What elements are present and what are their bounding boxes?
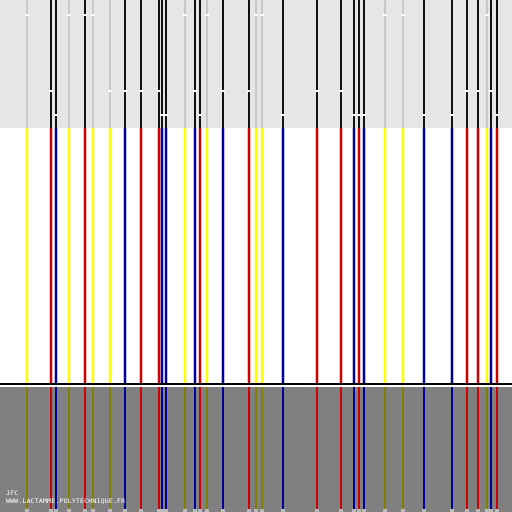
stripe-marker-24 — [352, 114, 356, 116]
stripe-marker-35 — [495, 114, 499, 116]
stripe-marker-17 — [221, 90, 225, 92]
stripe-marker-29 — [422, 114, 426, 116]
stripe-marker-19 — [254, 14, 258, 16]
stripe-foot-3 — [54, 509, 58, 512]
stripe-marker-18 — [247, 90, 251, 92]
stripe-foot-8 — [123, 509, 127, 512]
stripe-marker-31 — [465, 90, 469, 92]
stripe-marker-21 — [281, 114, 285, 116]
stripe-foot-16 — [205, 509, 209, 512]
stripe-marker-3 — [54, 114, 58, 116]
credit-url: WWW.LACTAMME.POLYTECHNIQUE.FR — [6, 497, 126, 505]
stripe-foot-4 — [67, 509, 71, 512]
stripe-marker-15 — [198, 114, 202, 116]
stripe-foot-17 — [221, 509, 225, 512]
stripe-foot-23 — [339, 509, 343, 512]
stripe-marker-1 — [25, 14, 29, 16]
black-divider-line — [0, 383, 512, 385]
stripe-foot-14 — [193, 509, 197, 512]
stripe-marker-33 — [485, 14, 489, 16]
stripe-marker-7 — [108, 90, 112, 92]
stripe-foot-26 — [362, 509, 366, 512]
stripe-foot-18 — [247, 509, 251, 512]
stripe-foot-1 — [25, 509, 29, 512]
stripe-foot-33 — [485, 509, 489, 512]
credit-text: JFC WWW.LACTAMME.POLYTECHNIQUE.FR — [6, 489, 125, 505]
stripe-foot-32 — [476, 509, 480, 512]
stripe-marker-11 — [160, 114, 164, 116]
stripe-marker-20 — [260, 14, 264, 16]
stripe-marker-27 — [383, 14, 387, 16]
stripe-foot-11 — [160, 509, 164, 512]
stripe-foot-21 — [281, 509, 285, 512]
stripe-foot-27 — [383, 509, 387, 512]
credit-author: JFC — [6, 489, 19, 497]
stripe-marker-30 — [450, 114, 454, 116]
stripe-foot-5 — [83, 509, 87, 512]
stripe-foot-2 — [49, 509, 53, 512]
stripe-foot-29 — [422, 509, 426, 512]
stripe-marker-2 — [49, 90, 53, 92]
stripe-foot-22 — [315, 509, 319, 512]
stripe-marker-6 — [91, 14, 95, 16]
stripe-foot-15 — [198, 509, 202, 512]
stripe-foot-34 — [489, 509, 493, 512]
stripe-foot-7 — [108, 509, 112, 512]
stripe-marker-13 — [183, 14, 187, 16]
stripe-marker-26 — [362, 114, 366, 116]
stripe-foot-24 — [352, 509, 356, 512]
stripe-foot-13 — [183, 509, 187, 512]
stripe-foot-10 — [157, 509, 161, 512]
stripe-marker-10 — [157, 90, 161, 92]
stripe-foot-19 — [254, 509, 258, 512]
stripe-marker-12 — [164, 114, 168, 116]
stripe-foot-12 — [164, 509, 168, 512]
stripe-marker-23 — [339, 90, 343, 92]
stripe-marker-22 — [315, 90, 319, 92]
stripe-foot-31 — [465, 509, 469, 512]
stripe-marker-34 — [489, 90, 493, 92]
stripe-foot-9 — [139, 509, 143, 512]
stripe-marker-9 — [139, 90, 143, 92]
stripe-foot-35 — [495, 509, 499, 512]
stripe-foot-25 — [357, 509, 361, 512]
stripe-marker-32 — [476, 90, 480, 92]
stripe-marker-28 — [401, 14, 405, 16]
stripe-marker-8 — [123, 90, 127, 92]
stripe-foot-30 — [450, 509, 454, 512]
stripe-marker-25 — [357, 114, 361, 116]
stripe-marker-16 — [205, 14, 209, 16]
stripe-marker-4 — [67, 14, 71, 16]
stripe-foot-28 — [401, 509, 405, 512]
stripe-marker-14 — [193, 90, 197, 92]
stripe-foot-6 — [91, 509, 95, 512]
stripe-foot-20 — [260, 509, 264, 512]
divider-white-gap — [0, 385, 512, 387]
stripe-marker-5 — [83, 14, 87, 16]
